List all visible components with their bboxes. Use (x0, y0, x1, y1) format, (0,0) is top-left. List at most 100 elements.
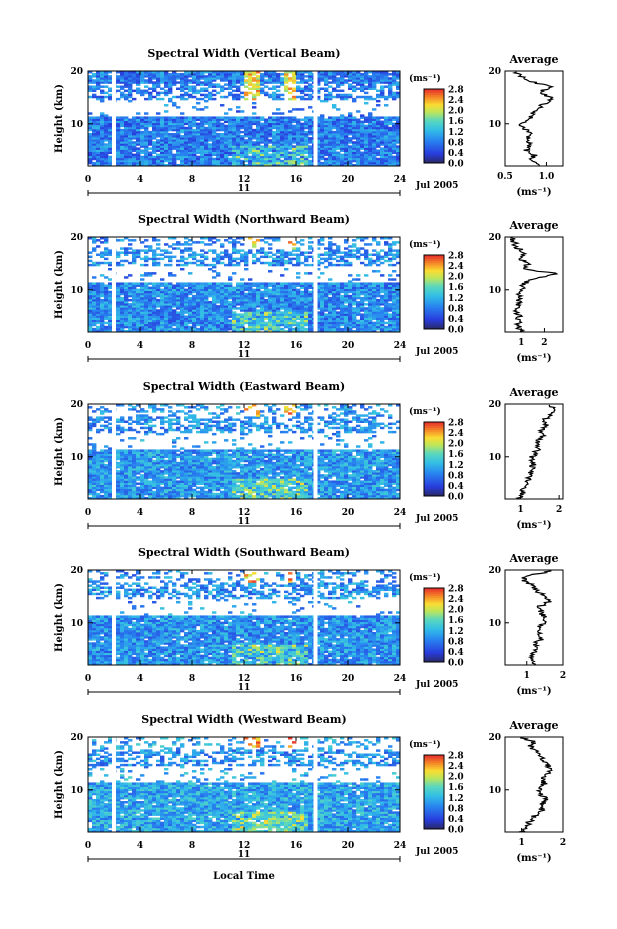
heatmap-cell (156, 323, 161, 327)
heatmap-cell (396, 137, 401, 140)
heatmap-cell (144, 288, 149, 292)
heatmap-cell (340, 313, 345, 316)
heatmap-cell (196, 253, 201, 256)
heatmap-cell (348, 118, 353, 121)
heatmap-cell (88, 87, 93, 90)
heatmap-cell (280, 263, 285, 267)
heatmap-cell (280, 83, 285, 86)
heatmap-cell (228, 141, 233, 144)
heatmap-cell (284, 303, 289, 306)
heatmap-cell (184, 323, 189, 327)
heatmap-cell (304, 294, 309, 298)
heatmap-cell (384, 147, 389, 150)
heatmap-cell (128, 118, 133, 121)
heatmap-cell (180, 149, 185, 152)
heatmap-cell (340, 93, 345, 97)
heatmap-cell (212, 311, 217, 314)
heatmap-cell (372, 317, 377, 321)
heatmap-cell (100, 327, 105, 331)
heatmap-cell (124, 89, 129, 93)
colorbar: (ms⁻¹)0.00.40.81.21.62.02.42.8 (409, 73, 464, 170)
heatmap-cell (104, 157, 109, 161)
heatmap-cell (160, 323, 165, 327)
heatmap-cell (264, 261, 269, 265)
heatmap-cell (308, 155, 313, 159)
heatmap-cell (388, 319, 393, 323)
heatmap-cell (116, 124, 121, 128)
heatmap-cell (272, 130, 277, 134)
heatmap-cell (320, 118, 325, 121)
heatmap-cell (300, 118, 305, 121)
heatmap-cell (236, 97, 241, 101)
heatmap-cell (356, 282, 361, 285)
heatmap-cell (188, 122, 193, 126)
heatmap-cell (376, 282, 381, 285)
heatmap-cell (268, 120, 273, 124)
heatmap-cell (156, 91, 161, 95)
heatmap-cell (264, 311, 269, 314)
heatmap-cell (328, 155, 333, 159)
heatmap-cell (200, 77, 205, 80)
day-label: 11 (238, 184, 251, 194)
heatmap-cell (308, 95, 313, 99)
heatmap-cell (176, 321, 181, 325)
heatmap-cell (220, 135, 225, 138)
heatmap-cell (288, 284, 293, 287)
heatmap-cell (392, 282, 397, 285)
heatmap-cell (124, 130, 129, 134)
heatmap-cell (336, 85, 341, 88)
heatmap-cell (156, 130, 161, 134)
colorbar-band (424, 133, 444, 136)
heatmap-cell (156, 305, 161, 308)
heatmap-cell (268, 141, 273, 144)
heatmap-cell (328, 253, 333, 256)
heatmap-cell (204, 155, 209, 159)
heatmap-cell (284, 329, 289, 333)
heatmap-cell (132, 81, 137, 84)
heatmap-cell (172, 120, 177, 124)
heatmap-cell (132, 251, 137, 254)
heatmap-cell (128, 243, 133, 246)
heatmap-cell (220, 95, 225, 99)
heatmap-cell (256, 118, 261, 121)
heatmap-cell (104, 284, 109, 287)
heatmap-cell (360, 315, 365, 318)
heatmap-cell (236, 329, 241, 333)
heatmap-cell (188, 120, 193, 124)
heatmap-cell (256, 329, 261, 333)
heatmap-cell (252, 85, 257, 88)
heatmap-cell (320, 325, 325, 329)
heatmap-cell (180, 139, 185, 142)
heatmap-cell (288, 296, 293, 300)
heatmap-cell (344, 145, 349, 148)
heatmap-cell (132, 259, 137, 263)
heatmap-cell (156, 327, 161, 331)
heatmap-cell (208, 147, 213, 150)
heatmap-cell (176, 327, 181, 331)
heatmap-cell (220, 290, 225, 294)
heatmap-cell (136, 155, 141, 159)
heatmap-cell (268, 81, 273, 84)
heatmap-cell (356, 77, 361, 80)
heatmap-cell (380, 301, 385, 304)
heatmap-cell (192, 294, 197, 298)
heatmap-cell (324, 251, 329, 254)
heatmap-cell (100, 73, 105, 76)
heatmap-cell (116, 159, 121, 163)
heatmap-cell (224, 143, 229, 146)
heatmap-cell (148, 120, 153, 124)
heatmap-cell (168, 321, 173, 325)
heatmap-cell (176, 296, 181, 300)
heatmap-cell (252, 311, 257, 314)
heatmap-cell (276, 327, 281, 331)
heatmap-cell (268, 75, 273, 78)
heatmap-cell (392, 257, 397, 261)
heatmap-cell (204, 106, 209, 109)
heatmap-cell (240, 130, 245, 134)
heatmap-cell (172, 290, 177, 294)
heatmap-cell (116, 298, 121, 302)
heatmap-cell (340, 77, 345, 80)
heatmap-cell (164, 294, 169, 298)
heatmap-cell (108, 71, 113, 74)
heatmap-cell (332, 75, 337, 78)
